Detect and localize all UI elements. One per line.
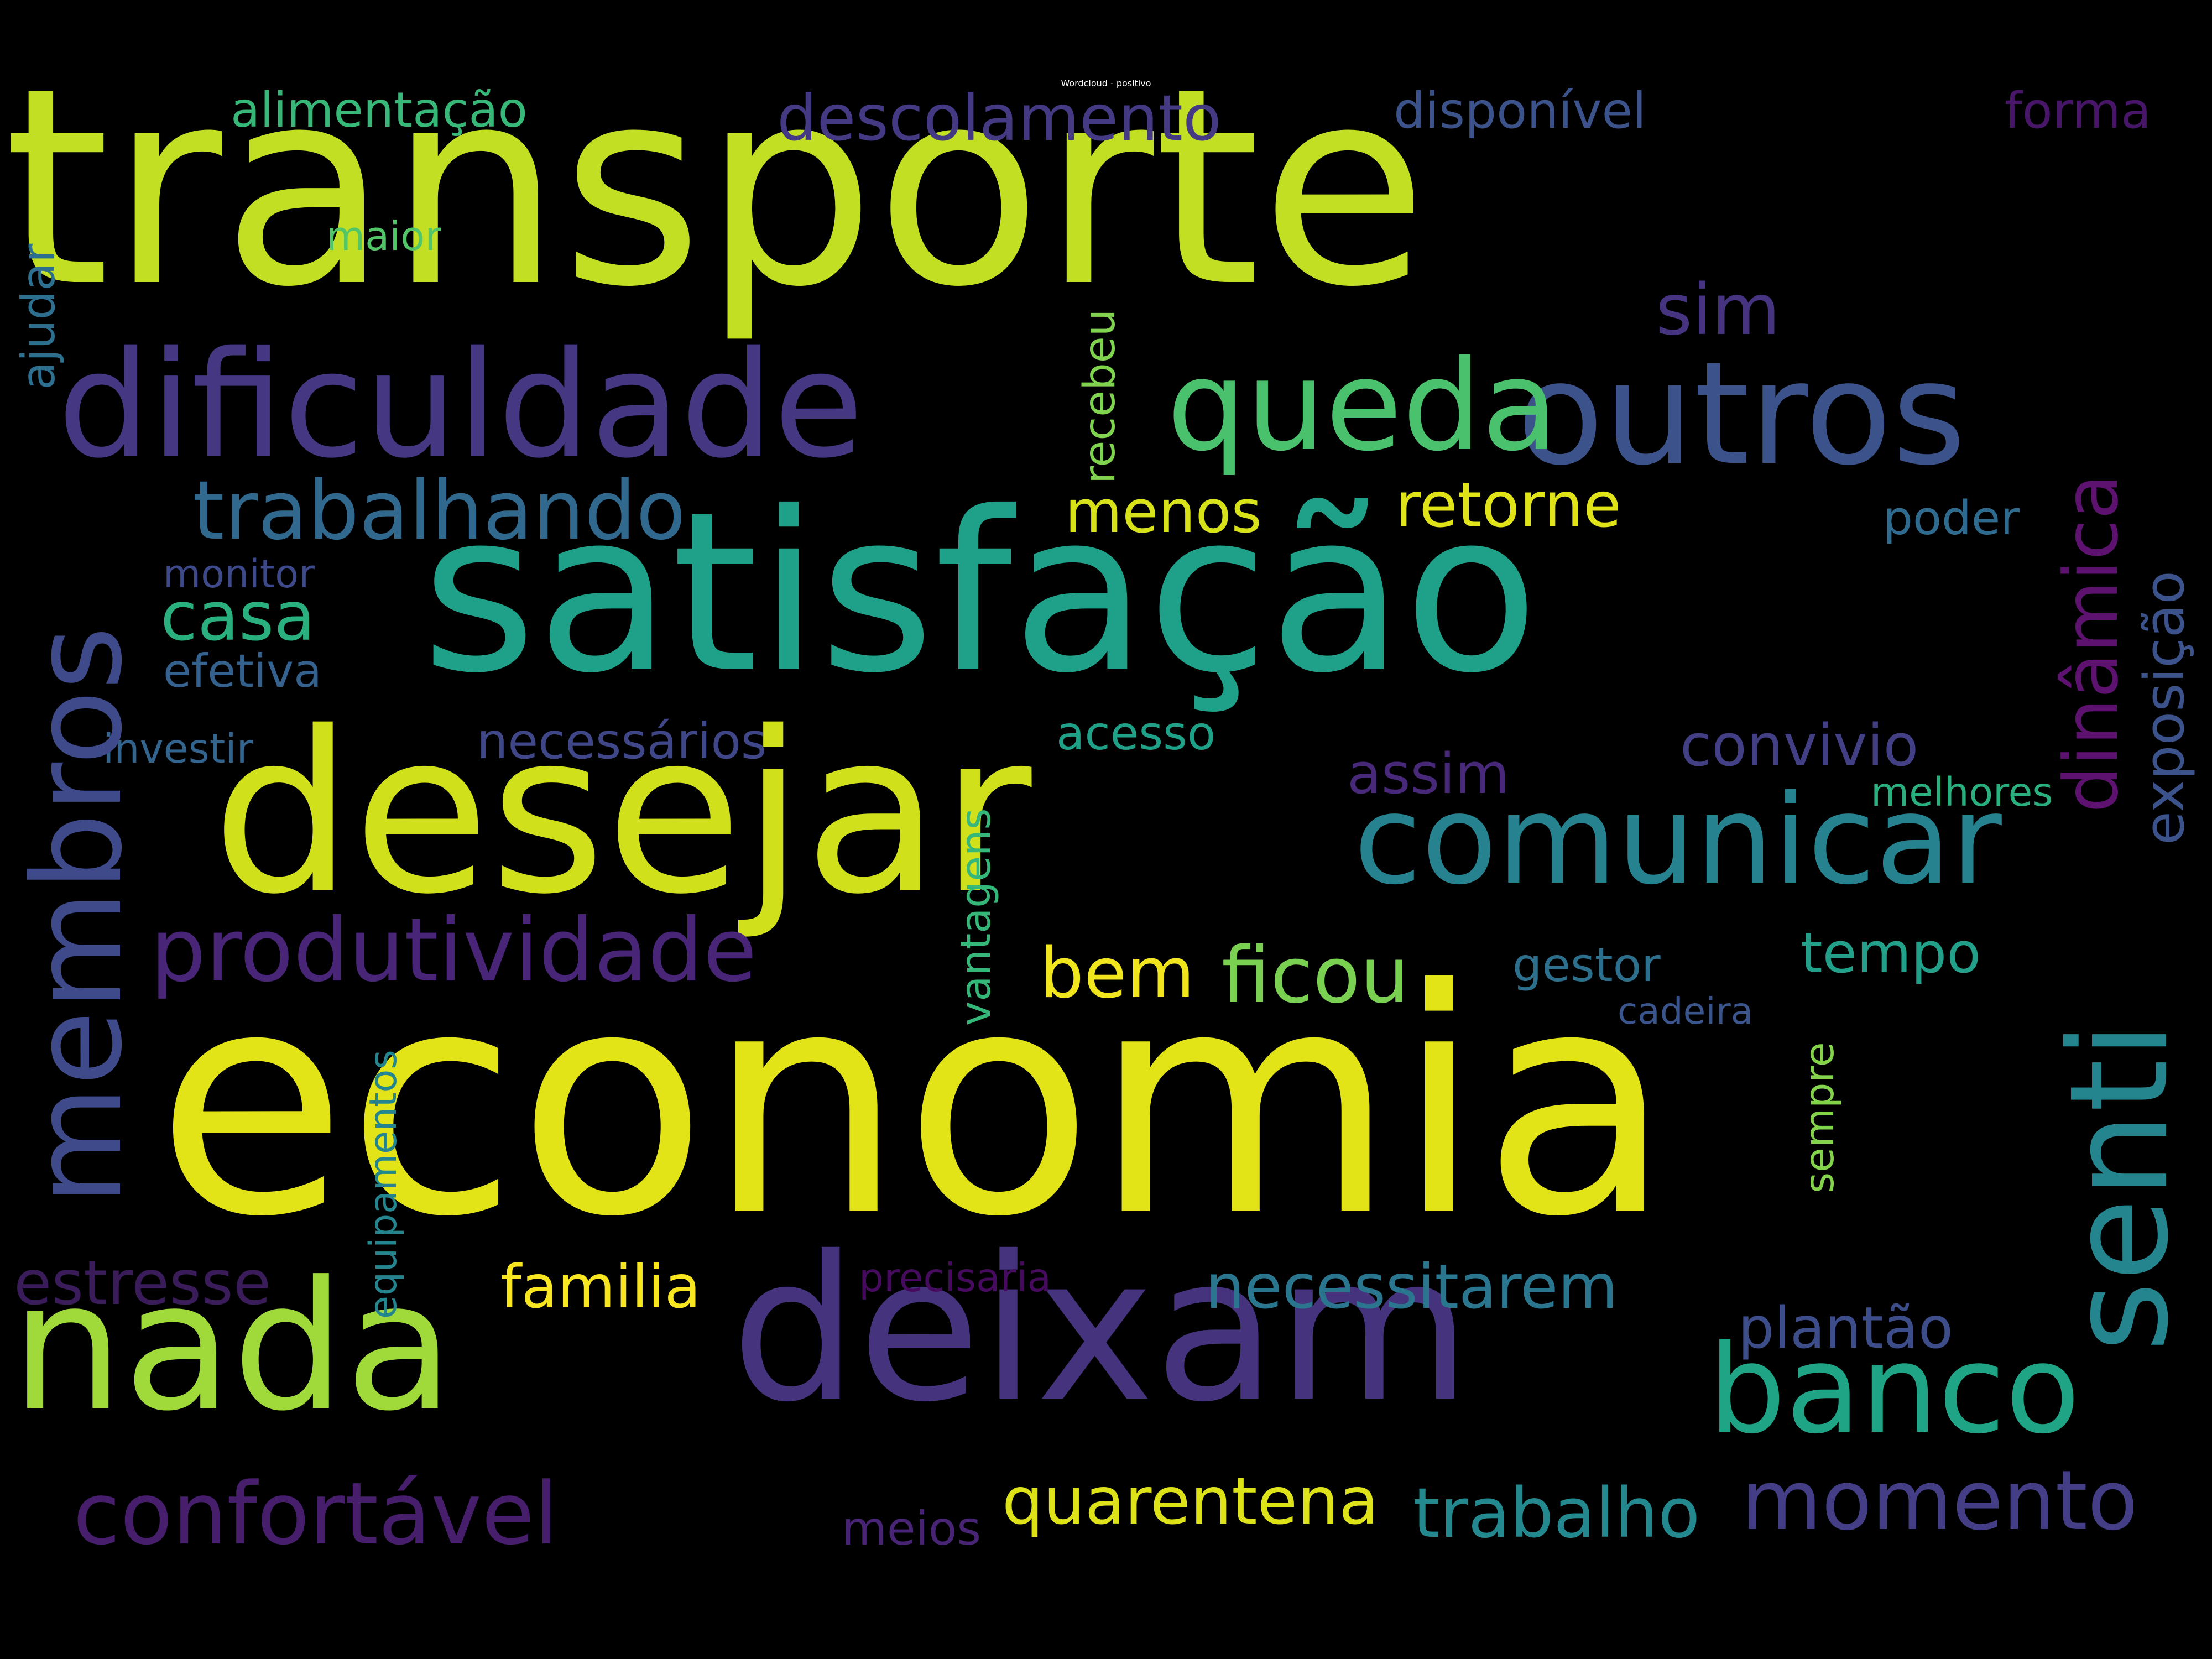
word-produtividade: produtividade [150, 900, 757, 1001]
word-queda: queda [1167, 333, 1558, 479]
word-melhores: melhores [1871, 769, 2053, 815]
word-satisfacao: satisfação [421, 465, 1539, 722]
word-deixam: deixam [731, 1214, 1472, 1446]
word-precisaria: precisaria [859, 1255, 1052, 1301]
word-familia: familia [500, 1253, 701, 1322]
word-efetiva: efetiva [163, 644, 322, 698]
word-outros: outros [1517, 331, 1966, 497]
word-exposicao: exposição [2133, 571, 2197, 845]
word-equipamentos: equipamentos [362, 1050, 405, 1319]
word-comunicar: comunicar [1354, 768, 2002, 912]
word-ficou: ficou [1222, 931, 1410, 1021]
word-estresse: estresse [14, 1248, 272, 1319]
word-descolamento: descolamento [777, 81, 1222, 155]
word-vantagens: vantagens [951, 808, 1000, 1026]
word-recebeu: recebeu [1075, 309, 1125, 484]
word-bem: bem [1040, 932, 1195, 1014]
wordcloud-title: Wordcloud - positivo [1061, 78, 1151, 88]
word-gestor: gestor [1512, 938, 1661, 992]
word-forma: forma [2005, 82, 2151, 140]
word-meios: meios [842, 1501, 981, 1556]
word-disponivel: disponível [1394, 82, 1646, 140]
word-cadeira: cadeira [1618, 990, 1754, 1032]
word-economia: economia [156, 924, 1672, 1285]
word-senti: senti [2041, 1021, 2198, 1352]
word-ajudar: ajudar [12, 243, 65, 390]
word-casa: casa [160, 577, 316, 656]
word-maior: maior [326, 213, 441, 259]
word-confortavel: confortável [73, 1464, 559, 1564]
word-investir: investir [103, 726, 253, 773]
word-assim: assim [1347, 741, 1510, 806]
word-trabalhando: trabalhando [192, 463, 686, 558]
word-retorne: retorne [1395, 469, 1621, 541]
word-membros: membros [7, 626, 149, 1206]
word-necessarios: necessários [477, 712, 767, 770]
word-menos: menos [1065, 478, 1262, 546]
word-tempo: tempo [1801, 920, 1981, 985]
word-dinamica: dinâmica [2048, 474, 2135, 813]
word-nada: nada [11, 1243, 454, 1450]
word-desejar: desejar [212, 684, 1032, 943]
word-sim: sim [1656, 269, 1781, 351]
word-poder: poder [1883, 491, 2020, 546]
word-momento: momento [1741, 1453, 2138, 1549]
word-quarentena: quarentena [1002, 1463, 1379, 1539]
word-transporte: transporte [3, 30, 1428, 347]
word-trabalho: trabalho [1413, 1474, 1700, 1553]
word-sempre: sempre [1796, 1042, 1843, 1193]
word-acesso: acesso [1056, 706, 1216, 760]
word-convivio: convivio [1680, 712, 1919, 779]
word-plantao: plantão [1738, 1295, 1953, 1361]
word-banco: banco [1708, 1319, 2080, 1461]
word-necessitarem: necessitarem [1206, 1251, 1618, 1323]
word-dificuldade: dificuldade [58, 320, 864, 491]
word-alimentacao: alimentação [231, 82, 528, 138]
word-monitor: monitor [163, 551, 315, 597]
